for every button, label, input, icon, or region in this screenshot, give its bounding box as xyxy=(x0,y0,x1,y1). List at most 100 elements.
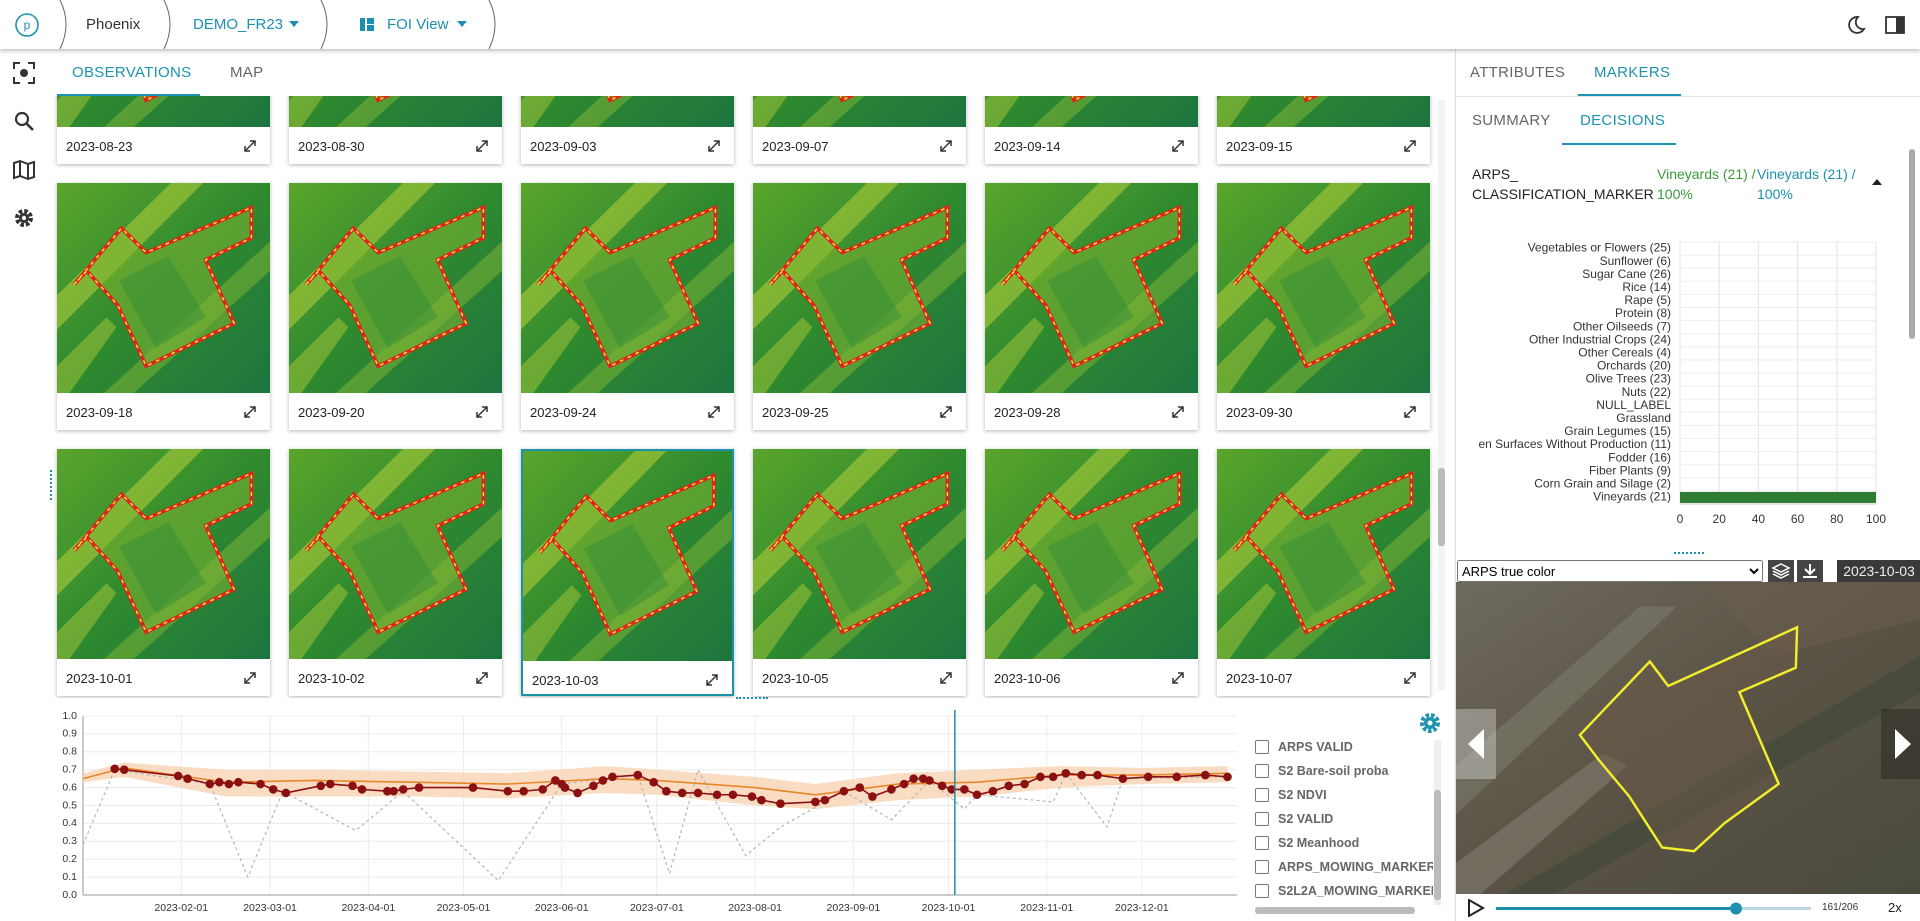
checkbox[interactable] xyxy=(1255,812,1269,826)
tab-attributes[interactable]: ATTRIBUTES xyxy=(1470,64,1566,81)
data-point xyxy=(747,792,757,801)
thumbnail-card[interactable]: 2023-10-01 xyxy=(57,449,270,696)
tab-decisions[interactable]: DECISIONS xyxy=(1580,112,1666,129)
thumbnail-card[interactable]: 2023-09-14 xyxy=(985,96,1198,164)
theme-toggle[interactable] xyxy=(1846,15,1866,35)
observation-date: 2023-09-03 xyxy=(530,139,597,154)
expand-icon[interactable] xyxy=(476,672,488,684)
data-point xyxy=(110,764,120,774)
thumbnail-card[interactable]: 2023-10-03 xyxy=(521,449,734,696)
thumbnail-card[interactable]: 2023-09-24 xyxy=(521,183,734,430)
series-toggle[interactable]: ARPS VALID xyxy=(1251,735,1433,759)
layers-button[interactable] xyxy=(1768,560,1794,582)
scrollbar-thumb[interactable] xyxy=(1438,468,1445,546)
data-point xyxy=(1172,772,1182,782)
expand-icon[interactable] xyxy=(1404,140,1416,152)
time-slider[interactable] xyxy=(1496,899,1826,917)
thumbnail-card[interactable]: 2023-10-05 xyxy=(753,449,966,696)
resize-handle[interactable] xyxy=(736,697,768,703)
thumbnail-card[interactable]: 2023-09-15 xyxy=(1217,96,1430,164)
thumbnail-card[interactable]: 2023-09-07 xyxy=(753,96,966,164)
series-toggle[interactable]: S2 Meanhood xyxy=(1251,831,1433,855)
x-tick-label: 2023-06-01 xyxy=(535,902,589,914)
thumbnail-card[interactable]: 2023-10-07 xyxy=(1217,449,1430,696)
checkbox[interactable] xyxy=(1255,764,1269,778)
field-outline xyxy=(523,451,732,661)
settings-icon[interactable] xyxy=(12,206,36,230)
prev-image[interactable] xyxy=(1456,709,1496,779)
thumbnail-card[interactable]: 2023-09-30 xyxy=(1217,183,1430,430)
download-button[interactable] xyxy=(1797,560,1823,582)
expand-icon[interactable] xyxy=(940,672,952,684)
next-image[interactable] xyxy=(1881,709,1920,779)
expand-icon[interactable] xyxy=(940,140,952,152)
focus-icon[interactable] xyxy=(12,61,36,85)
series-toggle[interactable]: S2 VALID xyxy=(1251,807,1433,831)
data-point xyxy=(820,795,830,805)
expand-icon[interactable] xyxy=(476,140,488,152)
expand-icon[interactable] xyxy=(244,406,256,418)
tab-underline xyxy=(1562,143,1676,145)
thumbnail-card[interactable]: 2023-08-23 xyxy=(57,96,270,164)
expand-icon[interactable] xyxy=(244,672,256,684)
checkbox[interactable] xyxy=(1255,836,1269,850)
y-tick-label: 0.9 xyxy=(62,728,77,740)
card-footer: 2023-09-14 xyxy=(985,127,1198,164)
thumbnail-card[interactable]: 2023-09-03 xyxy=(521,96,734,164)
chart-settings[interactable] xyxy=(1418,711,1442,735)
series-toggle[interactable]: S2L2A_MOWING_MARKER xyxy=(1251,879,1433,903)
zoom-level[interactable]: 2x xyxy=(1888,900,1902,915)
search-icon[interactable] xyxy=(12,109,36,133)
expand-icon[interactable] xyxy=(706,674,718,686)
resize-handle[interactable] xyxy=(1674,552,1704,557)
checkbox[interactable] xyxy=(1255,860,1269,874)
thumbnail-card[interactable]: 2023-09-28 xyxy=(985,183,1198,430)
checkbox[interactable] xyxy=(1255,740,1269,754)
collapse-caret[interactable] xyxy=(1872,179,1882,185)
expand-icon[interactable] xyxy=(1404,406,1416,418)
thumbnail-card[interactable]: 2023-10-06 xyxy=(985,449,1198,696)
data-point xyxy=(1020,779,1029,789)
expand-icon[interactable] xyxy=(1172,672,1184,684)
y-tick-label: 0.5 xyxy=(62,799,77,811)
thumbnail-card[interactable]: 2023-09-25 xyxy=(753,183,966,430)
thumbnail-card[interactable]: 2023-09-20 xyxy=(289,183,502,430)
y-tick-label: 0.6 xyxy=(62,781,77,793)
resize-handle[interactable] xyxy=(50,470,55,500)
dataset-selector[interactable]: DEMO_FR23 xyxy=(193,16,284,33)
expand-icon[interactable] xyxy=(708,406,720,418)
thumbnail-card[interactable]: 2023-10-02 xyxy=(289,449,502,696)
legend-hscroll[interactable] xyxy=(1255,907,1415,914)
checkbox[interactable] xyxy=(1255,884,1269,898)
expand-icon[interactable] xyxy=(1172,406,1184,418)
layer-select[interactable]: ARPS true color xyxy=(1457,560,1763,582)
panel-toggle[interactable] xyxy=(1885,15,1905,35)
tab-observations[interactable]: OBSERVATIONS xyxy=(72,64,192,81)
checkbox[interactable] xyxy=(1255,788,1269,802)
view-selector[interactable]: FOI View xyxy=(387,16,449,33)
expand-icon[interactable] xyxy=(708,140,720,152)
expand-icon[interactable] xyxy=(1172,140,1184,152)
logo[interactable]: p xyxy=(14,12,40,38)
tab-map[interactable]: MAP xyxy=(230,64,264,81)
map-icon[interactable] xyxy=(12,158,36,182)
tab-markers[interactable]: MARKERS xyxy=(1594,64,1671,81)
expand-icon[interactable] xyxy=(476,406,488,418)
data-point xyxy=(398,785,408,794)
expand-icon[interactable] xyxy=(1404,672,1416,684)
series-toggle[interactable]: S2 NDVI xyxy=(1251,783,1433,807)
app-name[interactable]: Phoenix xyxy=(86,16,141,33)
thumbnail-card[interactable]: 2023-08-30 xyxy=(289,96,502,164)
series-toggle[interactable]: S2 Bare-soil proba xyxy=(1251,759,1433,783)
view-icon xyxy=(360,18,374,31)
expand-icon[interactable] xyxy=(244,140,256,152)
panel-scrollbar[interactable] xyxy=(1909,149,1915,339)
expand-icon[interactable] xyxy=(940,406,952,418)
tab-summary[interactable]: SUMMARY xyxy=(1472,112,1551,129)
legend-scroll-thumb[interactable] xyxy=(1434,790,1441,900)
series-toggle[interactable]: ARPS_MOWING_MARKER xyxy=(1251,855,1433,879)
play-button[interactable] xyxy=(1466,899,1486,917)
y-tick-label: 0.8 xyxy=(62,746,77,758)
thumbnail-card[interactable]: 2023-09-18 xyxy=(57,183,270,430)
